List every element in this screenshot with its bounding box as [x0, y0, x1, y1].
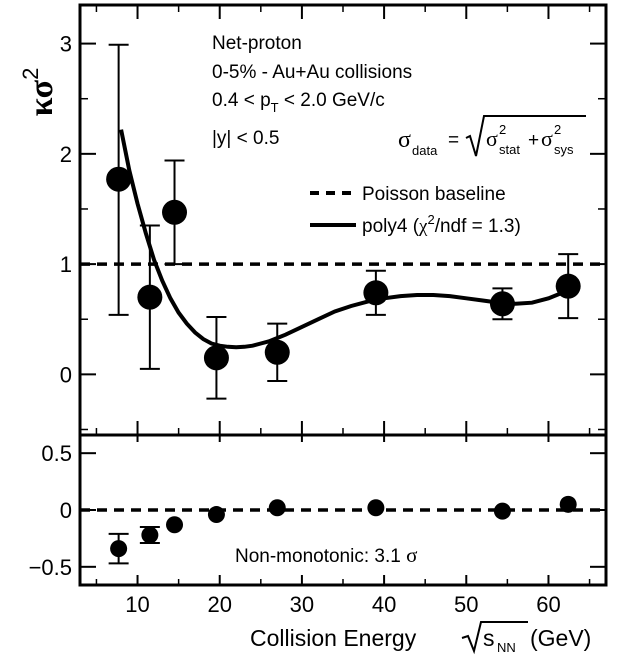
lower-data-points [108, 495, 577, 565]
upper-data-point [489, 291, 515, 317]
formula-sigma-sys: σ [541, 126, 553, 151]
y-axis-title: κσ2 [18, 68, 60, 117]
annotation-line3-post: < 2.0 GeV/c [279, 90, 385, 111]
lower-data-point [268, 499, 286, 517]
upper-y-ticks: 0 1 2 3 [60, 32, 606, 431]
lower-data-point [559, 495, 577, 513]
x-tick-label: 60 [536, 592, 560, 617]
x-axis-sqrt-base: s [483, 625, 495, 651]
upper-data-point [203, 345, 229, 371]
upper-data-point [106, 166, 132, 192]
upper-y-tick-label: 1 [60, 252, 72, 277]
y-axis-title-kappa: κ [23, 97, 60, 116]
x-axis-title: Collision Energy [250, 625, 417, 651]
upper-data-point [363, 280, 389, 306]
formula-eq: = [448, 130, 459, 151]
y-axis-title-sup: 2 [18, 68, 43, 80]
lower-annotation-text: Non-monotonic: 3.1 [235, 546, 406, 567]
lower-y-tick-label: 0.5 [41, 441, 72, 466]
lower-data-point [166, 516, 184, 534]
annotation-line4: |y| < 0.5 [212, 128, 279, 149]
x-tick-label: 20 [207, 592, 231, 617]
x-ticks: 10 20 30 40 50 60 [95, 5, 591, 617]
upper-data-point [137, 284, 163, 310]
formula-sqrt [465, 115, 586, 157]
lower-y-tick-label: −0.5 [29, 555, 72, 580]
formula-stat-sq: 2 [499, 122, 506, 137]
sigma-formula: σ data = σ 2 stat + σ 2 sys [398, 115, 586, 158]
lower-data-point [141, 526, 159, 544]
lower-data-point [207, 506, 225, 524]
x-tick-label: 30 [290, 592, 314, 617]
upper-y-tick-label: 2 [60, 142, 72, 167]
annotation-line3-pre: 0.4 < p [212, 90, 271, 111]
annotation-line3-sub: T [271, 100, 279, 115]
upper-y-tick-label: 0 [60, 362, 72, 387]
lower-data-point [110, 540, 128, 558]
upper-data-point [555, 273, 581, 299]
x-tick-label: 50 [454, 592, 478, 617]
legend-fit-label: poly4 (χ2/ndf = 1.3) [362, 212, 521, 237]
upper-data-points [106, 43, 581, 400]
y-axis-title-sigma: σ [23, 79, 60, 98]
legend-fit-pre: poly4 ( [362, 216, 420, 237]
formula-sys-sub: sys [554, 142, 574, 157]
annotation-line3: 0.4 < pT < 2.0 GeV/c [212, 90, 385, 115]
upper-data-point [162, 199, 188, 225]
lower-data-point [367, 499, 385, 517]
upper-data-point [264, 339, 290, 365]
legend-fit-sup: 2 [427, 212, 434, 227]
lower-annotation-sigma: σ [406, 543, 417, 567]
formula-data-sub: data [412, 143, 438, 158]
lower-data-point [493, 502, 511, 520]
formula-plus: + [528, 130, 539, 151]
annotation-line2: 0-5% - Au+Au collisions [212, 62, 412, 83]
legend-fit-post: /ndf = 1.3) [435, 216, 521, 237]
legend-fit-chi: χ [418, 216, 428, 237]
x-axis-unit: (GeV) [530, 625, 591, 651]
upper-y-tick-label: 3 [60, 32, 72, 57]
legend-baseline-label: Poisson baseline [362, 184, 506, 205]
annotation-line1: Net-proton [212, 33, 302, 54]
x-tick-label: 10 [125, 592, 149, 617]
x-axis-sqrt-sub: NN [497, 640, 516, 655]
formula-stat-sub: stat [499, 142, 520, 157]
legend: Poisson baseline poly4 (χ2/ndf = 1.3) [310, 184, 521, 237]
formula-sys-sq: 2 [554, 122, 561, 137]
formula-sigma: σ [398, 127, 411, 153]
lower-y-tick-label: 0 [60, 498, 72, 523]
sqrt-symbol [461, 621, 528, 655]
x-tick-label: 40 [372, 592, 396, 617]
lower-annotation: Non-monotonic: 3.1 σ [235, 543, 417, 567]
lower-y-ticks: −0.5 0 0.5 [29, 441, 606, 580]
formula-sigma-stat: σ [486, 126, 498, 151]
